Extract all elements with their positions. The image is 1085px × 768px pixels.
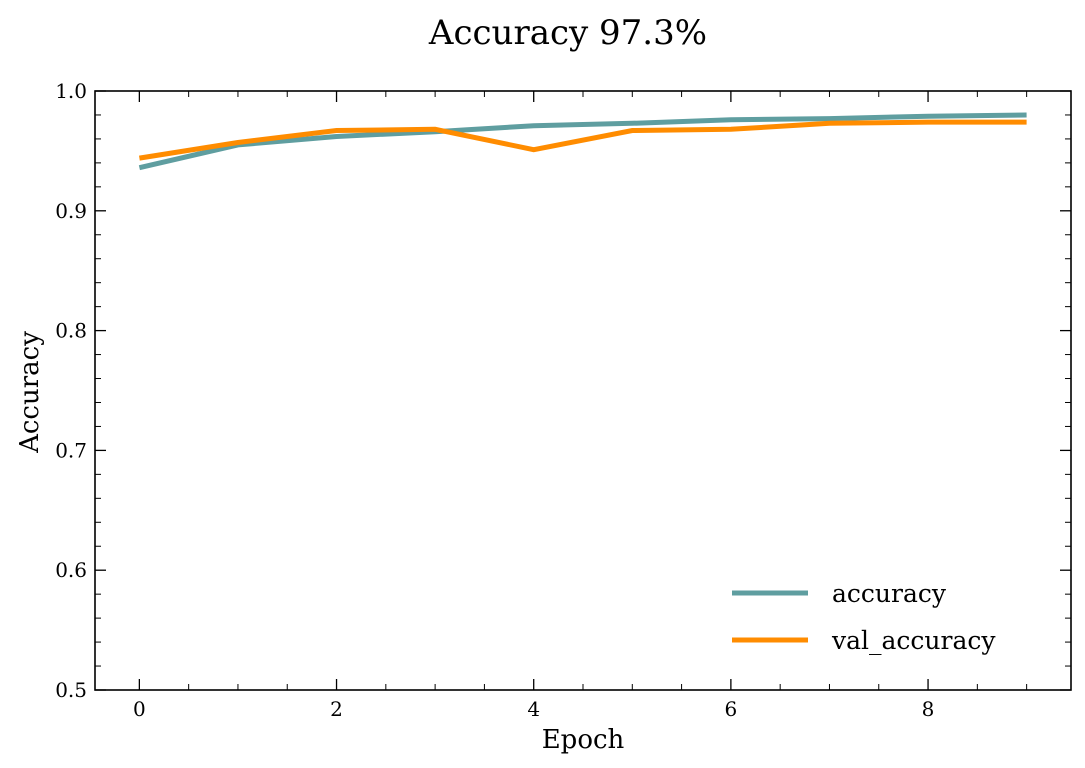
y-tick-label: 0.8 bbox=[55, 319, 87, 343]
accuracy-line bbox=[138, 112, 1027, 171]
y-tick-label: 1.0 bbox=[55, 79, 87, 103]
legend-label-accuracy: accuracy bbox=[832, 579, 947, 608]
x-axis-label: Epoch bbox=[542, 725, 625, 755]
y-tick-label: 0.7 bbox=[55, 438, 87, 462]
y-tick-label: 0.5 bbox=[55, 678, 87, 702]
legend-label-val-accuracy: val_accuracy bbox=[831, 626, 996, 655]
val-accuracy-line bbox=[139, 119, 1027, 161]
y-tick-label: 0.9 bbox=[55, 199, 87, 223]
x-tick-label: 8 bbox=[922, 697, 935, 721]
y-axis-label: Accuracy bbox=[15, 331, 45, 454]
series-lines bbox=[138, 112, 1027, 171]
chart-title: Accuracy 97.3% bbox=[428, 13, 707, 53]
tick-labels: 0 2 4 6 8 0.5 0.6 0.7 0.8 0.9 1.0 bbox=[55, 79, 934, 721]
y-tick-label: 0.6 bbox=[55, 558, 87, 582]
plot-frame bbox=[94, 90, 1072, 691]
x-tick-label: 4 bbox=[527, 697, 540, 721]
x-tick-label: 6 bbox=[725, 697, 738, 721]
x-tick-label: 0 bbox=[133, 697, 146, 721]
legend: accuracy val_accuracy bbox=[732, 579, 996, 655]
x-tick-label: 2 bbox=[330, 697, 343, 721]
